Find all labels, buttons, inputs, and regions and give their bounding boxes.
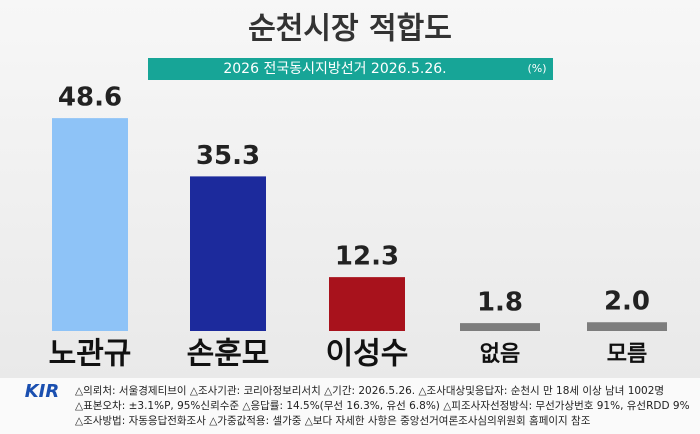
unit-label: (%) [527,62,546,75]
bar [52,118,128,331]
value-label: 35.3 [196,141,260,171]
category-label: 없음 [480,342,520,367]
value-label: 12.3 [335,242,399,272]
footnote: △조사방법: 자동응답전화조사 △가중값적용: 셀가중 △보다 자세한 사항은 … [75,414,591,427]
value-label: 48.6 [58,83,122,113]
bar [190,176,266,331]
footnote: △표본오차: ±3.1%P, 95%신뢰수준 △응답률: 14.5%(무선 16… [75,400,690,412]
footer-background [0,378,700,434]
category-label: 손훈모 [187,337,270,372]
value-label: 1.8 [477,288,523,318]
footnote: △의뢰처: 서울경제티브이 △조사기관: 코리아정보리서치 △기간: 2026.… [75,384,664,397]
bar [587,322,667,331]
category-label: 이성수 [326,337,409,372]
category-label: 노관규 [49,337,132,372]
bar [460,323,540,331]
chart-title: 순천시장 적합도 [248,12,452,47]
logo: KIR [25,381,60,402]
chart-subtitle: 2026 전국동시지방선거 2026.5.26. [223,61,446,77]
category-label: 모름 [607,342,647,367]
value-label: 2.0 [604,287,650,317]
bar [329,277,405,331]
subtitle-banner [148,58,553,80]
